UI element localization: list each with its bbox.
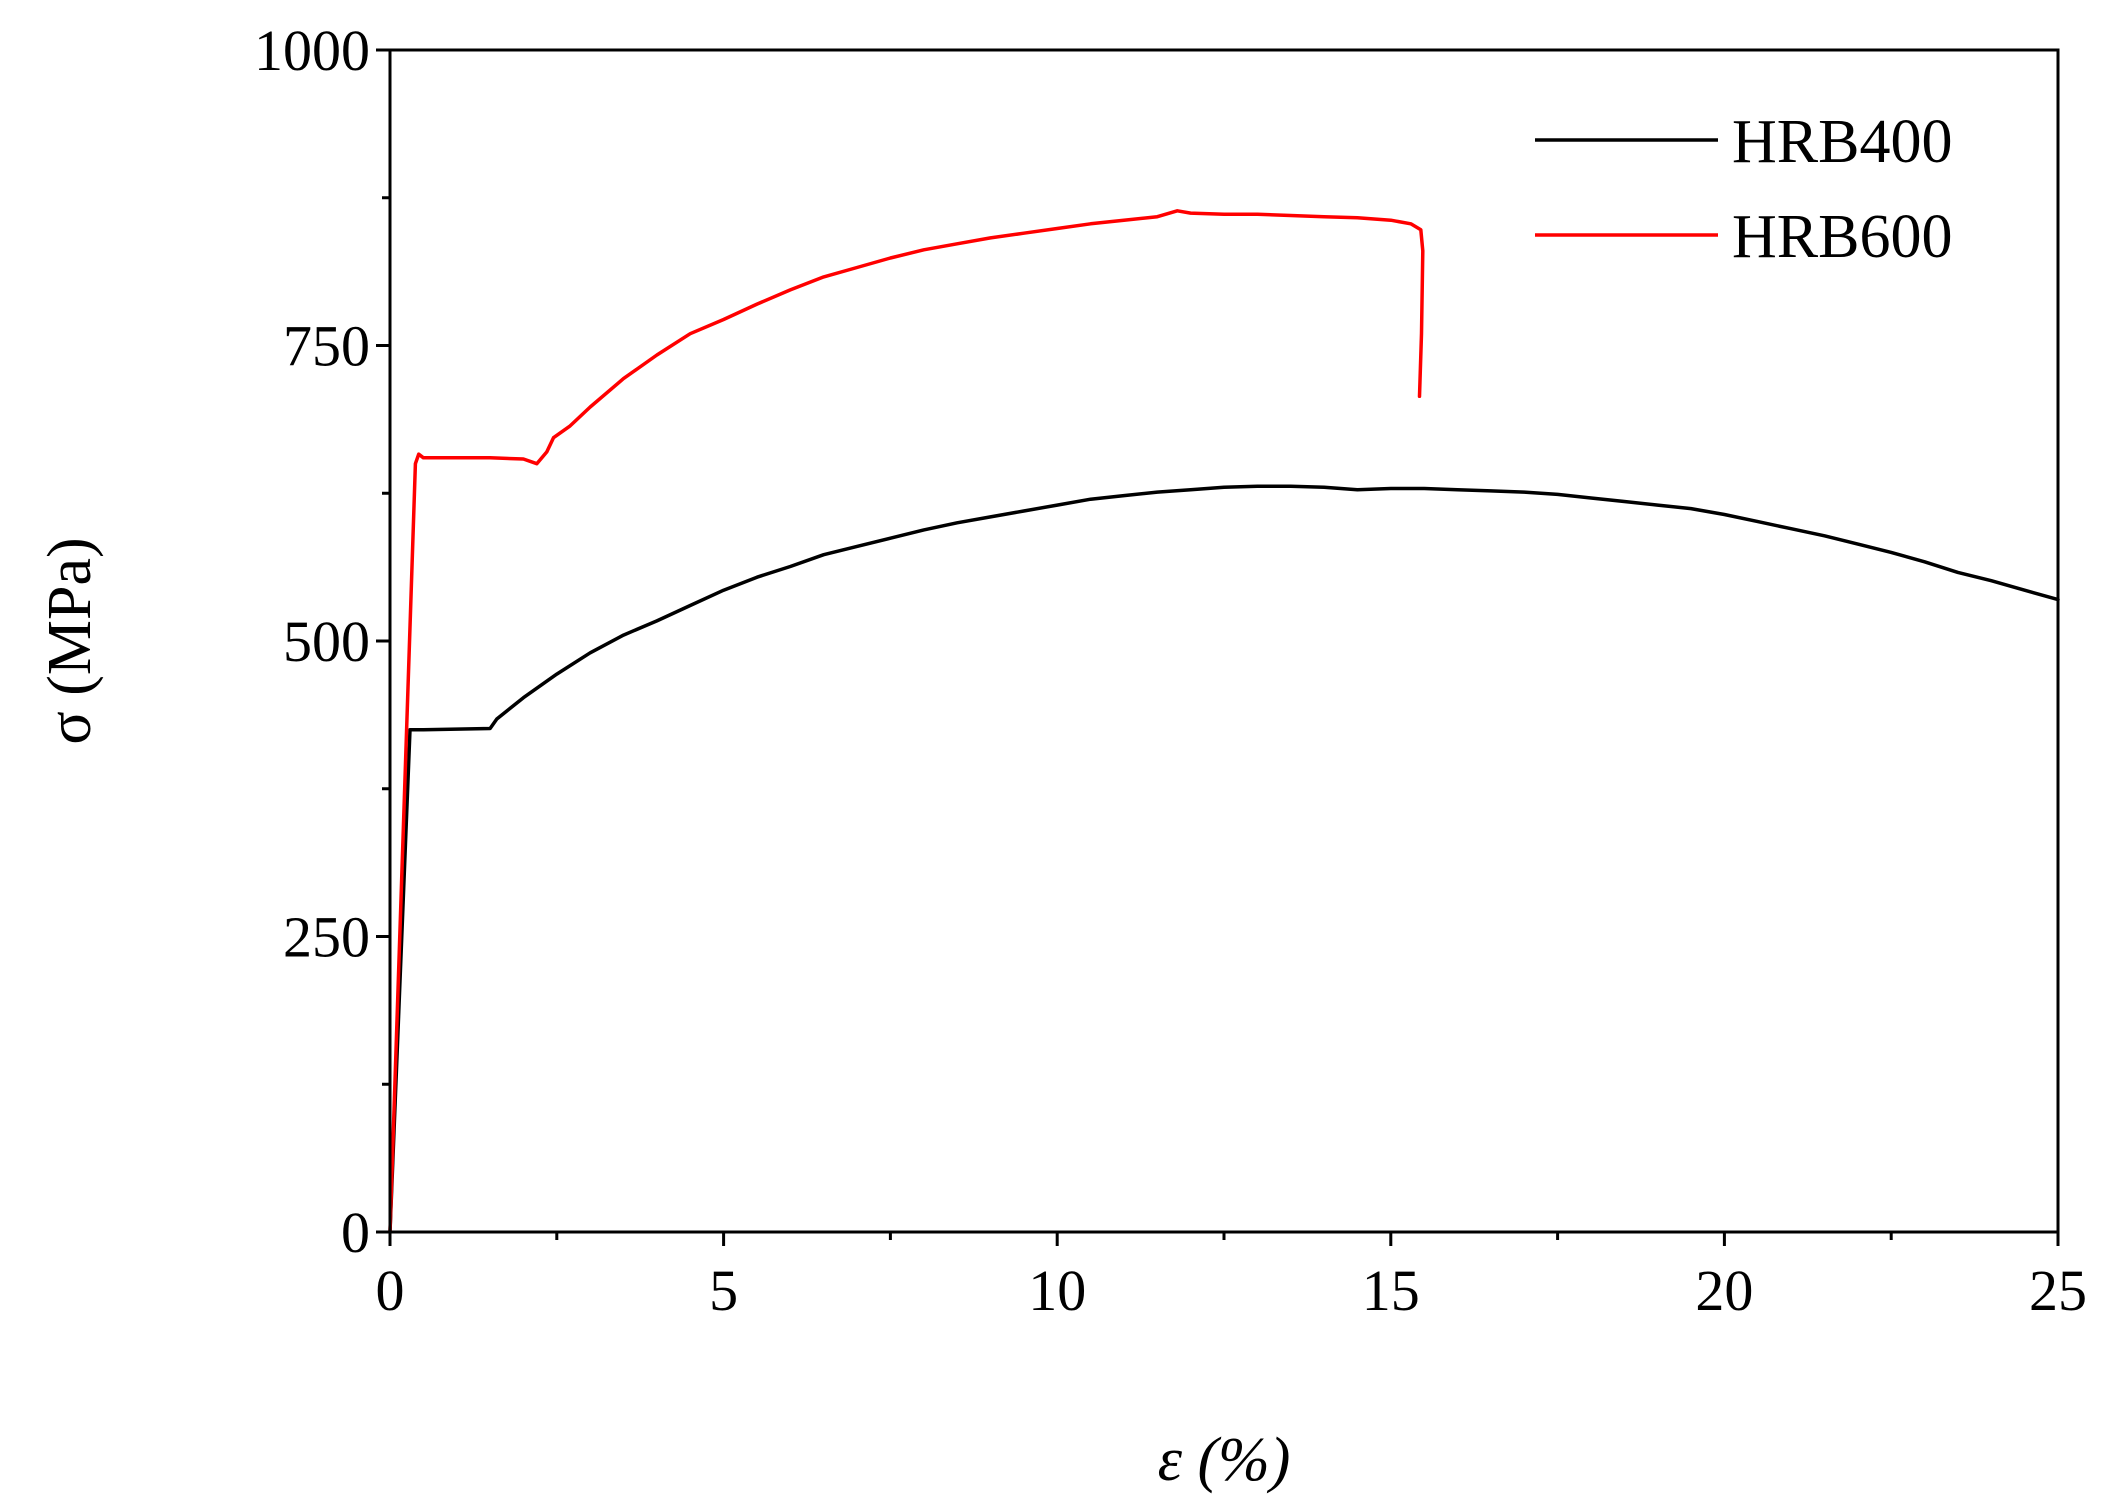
x-axis: 0 5 10 15 20 25 (376, 1232, 2087, 1323)
series-line-hrb600 (388, 209, 1425, 1234)
legend-label-hrb600: HRB600 (1732, 203, 1952, 271)
plot-lines (388, 209, 2060, 1234)
x-tick-label-0: 0 (376, 1258, 405, 1323)
legend-label-hrb400: HRB400 (1732, 108, 1952, 176)
series-line-hrb400 (388, 484, 2060, 1234)
x-tick-label-25: 25 (2029, 1258, 2087, 1323)
x-tick-label-20: 20 (1695, 1258, 1753, 1323)
y-tick-label-1000: 1000 (254, 18, 370, 83)
x-tick-label-15: 15 (1362, 1258, 1420, 1323)
x-tick-label-5: 5 (709, 1258, 738, 1323)
y-axis: 0 250 500 750 1000 (254, 18, 390, 1265)
x-axis-label: ε (%) (1158, 1426, 1291, 1494)
y-axis-label: σ (MPa) (36, 537, 104, 744)
y-tick-label-0: 0 (341, 1200, 370, 1265)
y-tick-label-250: 250 (283, 905, 370, 970)
y-tick-label-500: 500 (283, 609, 370, 674)
legend: HRB400 HRB600 (1535, 108, 1952, 271)
y-tick-label-750: 750 (283, 314, 370, 379)
x-tick-label-10: 10 (1028, 1258, 1086, 1323)
